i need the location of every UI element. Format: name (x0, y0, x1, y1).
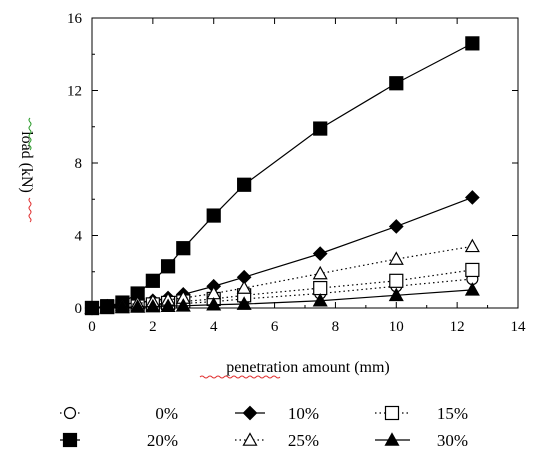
plot-frame (91, 17, 519, 309)
data-point (176, 241, 191, 256)
data-point (237, 177, 252, 192)
legend-item: 25% (235, 431, 319, 450)
data-point (313, 121, 328, 136)
y-axis-title: load (kN) (18, 131, 35, 193)
data-point (388, 219, 404, 234)
legend-item: 30% (375, 431, 468, 450)
legend: 0% 10% 15% 20% 25% 30% (60, 404, 468, 450)
legend-label: 25% (288, 431, 319, 450)
legend-item: 20% (60, 431, 178, 450)
x-tick-label: 12 (450, 319, 465, 335)
series-line (91, 196, 473, 309)
data-point (464, 238, 480, 253)
legend-label: 0% (155, 404, 178, 423)
data-point (236, 280, 252, 294)
x-axis-title: penetration amount (mm) (226, 359, 390, 376)
legend-item: 0% (60, 404, 178, 423)
legend-marker (62, 432, 78, 448)
data-point (313, 280, 328, 296)
y-tick-label: 0 (75, 301, 83, 317)
legend-marker (384, 405, 400, 421)
data-point (312, 265, 328, 280)
x-tick-label: 0 (88, 319, 96, 335)
x-tick-label: 8 (332, 319, 340, 335)
x-title-spellcheck-underline (199, 375, 281, 379)
data-point (465, 262, 480, 278)
data-point (388, 287, 404, 302)
series-layer (84, 36, 480, 316)
plot-area (91, 17, 519, 309)
x-tick-label: 14 (511, 319, 527, 335)
data-point (389, 273, 404, 288)
data-point (145, 273, 160, 288)
y-tick-label: 12 (67, 84, 82, 100)
y-tick-label: 16 (67, 11, 83, 27)
y-tick-label: 4 (75, 229, 83, 245)
data-point (312, 293, 328, 307)
legend-label: 15% (437, 404, 468, 423)
x-tick-label: 10 (389, 319, 404, 335)
data-point (465, 190, 480, 205)
data-point (130, 299, 146, 313)
data-point (99, 299, 115, 314)
series-20pct (84, 36, 480, 316)
data-point (312, 246, 328, 261)
data-point (206, 208, 221, 223)
x-tick-label: 2 (149, 319, 157, 335)
data-point (389, 76, 404, 91)
legend-label: 20% (147, 431, 178, 450)
legend-label: 10% (288, 404, 319, 423)
axis-layer: 0 2 4 6 8 10 12 14 0 4 8 12 16 (67, 11, 526, 335)
data-point (160, 259, 176, 274)
data-point (160, 298, 176, 312)
legend-marker (242, 432, 258, 446)
x-tick-label: 4 (210, 319, 218, 335)
y-title-spellcheck-underline-green (28, 117, 32, 151)
x-tick-label: 6 (271, 319, 279, 335)
legend-item: 15% (375, 404, 468, 423)
y-tick-label: 8 (75, 156, 83, 172)
data-point (236, 296, 252, 310)
data-point (464, 282, 480, 296)
legend-label: 30% (437, 431, 468, 450)
legend-item: 10% (235, 404, 319, 423)
legend-marker (63, 406, 77, 420)
y-title-spellcheck-underline-red (28, 197, 32, 223)
legend-marker (242, 405, 258, 421)
data-point (465, 36, 480, 51)
series-line (91, 42, 473, 309)
legend-marker (384, 432, 400, 446)
data-point (388, 251, 404, 265)
